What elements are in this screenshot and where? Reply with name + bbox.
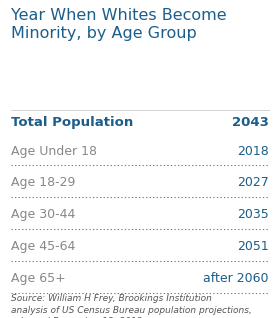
Text: Year When Whites Become
Minority, by Age Group: Year When Whites Become Minority, by Age… [11, 8, 227, 41]
Text: 2043: 2043 [232, 116, 269, 129]
Text: 2035: 2035 [237, 208, 269, 221]
Text: 2027: 2027 [237, 176, 269, 189]
Text: after 2060: after 2060 [203, 272, 269, 285]
Text: Age 30-44: Age 30-44 [11, 208, 76, 221]
Text: Source: William H Frey, Brookings Institution
analysis of US Census Bureau popul: Source: William H Frey, Brookings Instit… [11, 294, 252, 318]
Text: Total Population: Total Population [11, 116, 134, 129]
Text: Age Under 18: Age Under 18 [11, 145, 97, 157]
Text: 2018: 2018 [237, 145, 269, 157]
Text: Age 65+: Age 65+ [11, 272, 66, 285]
Text: Age 18-29: Age 18-29 [11, 176, 76, 189]
Text: Age 45-64: Age 45-64 [11, 240, 76, 253]
Text: 2051: 2051 [237, 240, 269, 253]
